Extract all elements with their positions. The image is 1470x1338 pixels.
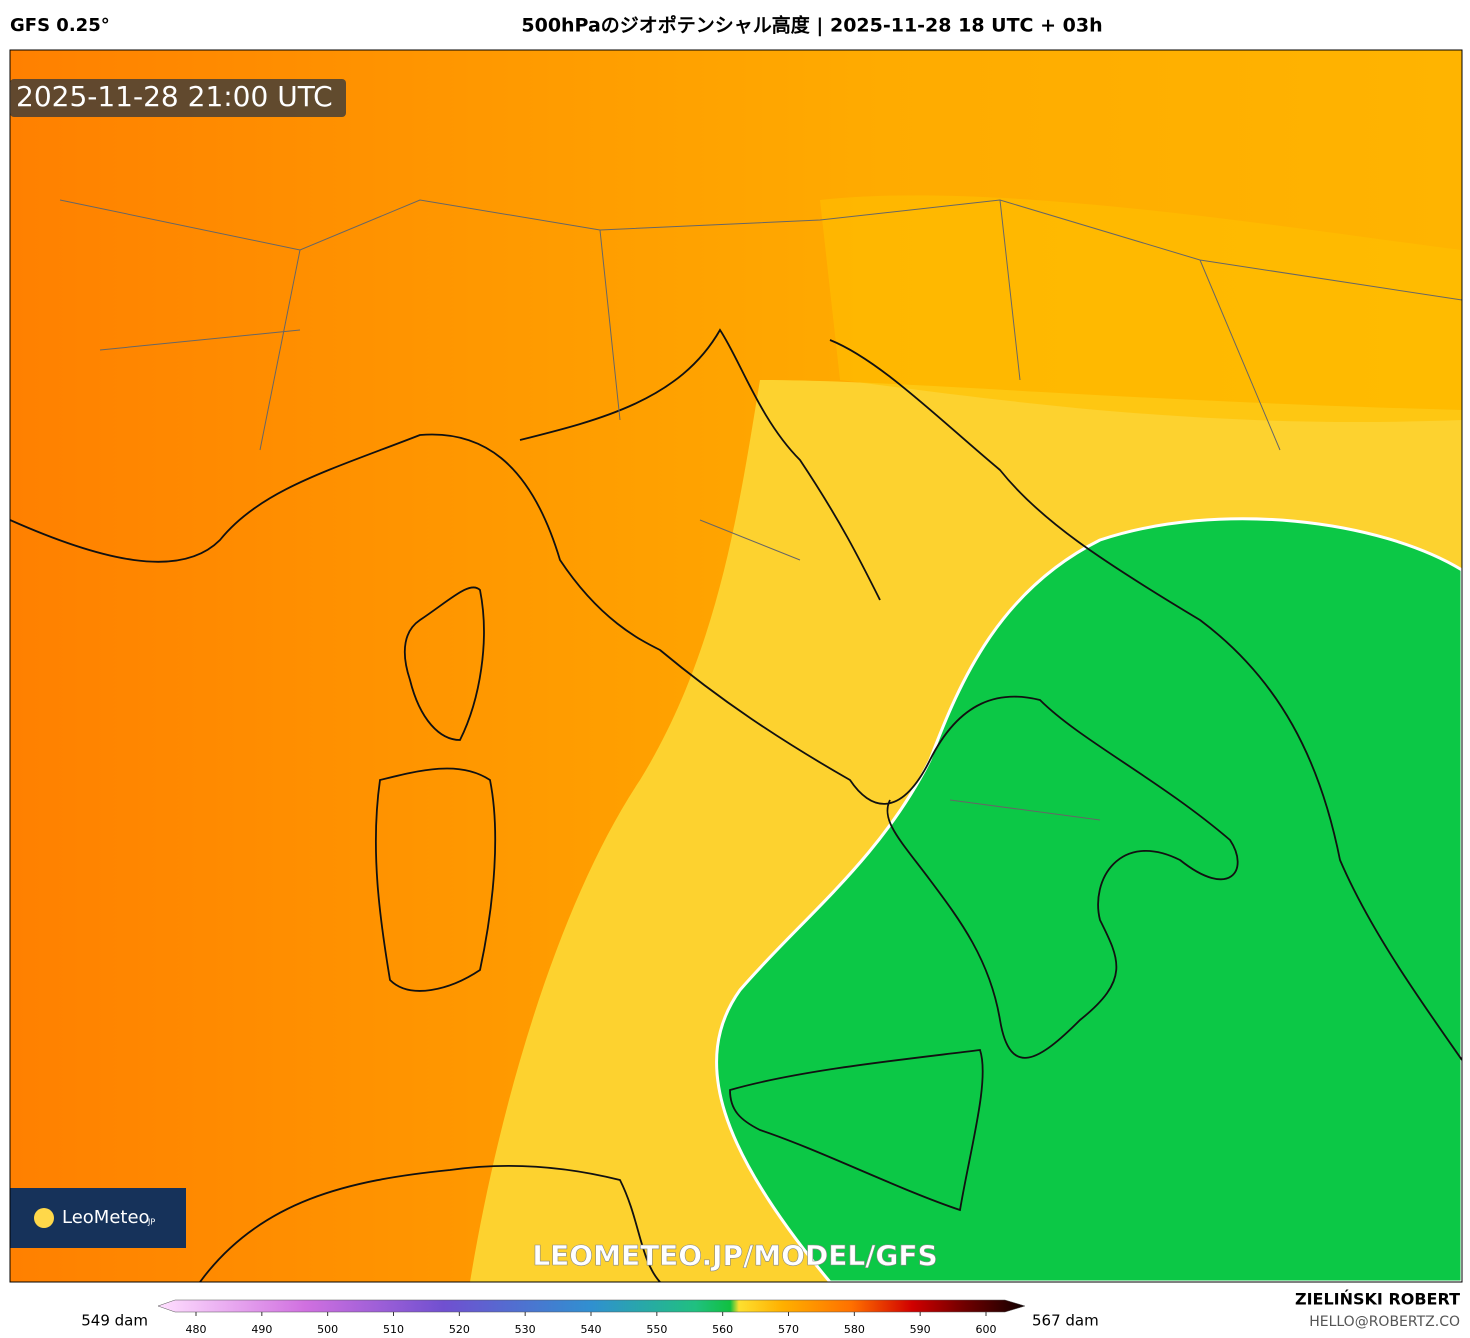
map-title: 500hPaのジオポテンシャル高度 | 2025-11-28 18 UTC + … [521, 14, 1102, 37]
colorbar-max-label: 567 dam [1032, 1312, 1099, 1330]
logo-text: LeoMeteo [62, 1207, 150, 1228]
colorbar-tick-label: 500 [317, 1323, 338, 1336]
coastline-mainland [10, 433, 1239, 1059]
timestamp: 2025-11-28 21:00 UTC [16, 80, 333, 113]
field-light-orange [820, 195, 1462, 422]
author: ZIELIŃSKI ROBERT [1295, 1290, 1460, 1309]
sicily [729, 1049, 984, 1212]
colorbar-tick-label: 480 [186, 1323, 207, 1336]
logo-sun [34, 1208, 54, 1228]
colorbar-tick-label: 580 [844, 1323, 865, 1336]
sardinia [374, 767, 497, 992]
map-frame [9, 49, 1463, 1283]
model-label: GFS 0.25° [10, 15, 110, 36]
colorbar-tick-label: 600 [976, 1323, 997, 1336]
colorbar-tick-label: 520 [449, 1323, 470, 1336]
coastline-balkan [829, 339, 1462, 1061]
watermark: LEOMETEO.JP/MODEL/GFS [532, 1239, 937, 1272]
colorbar-tick-label: 510 [383, 1323, 404, 1336]
colorbar-bar [157, 1299, 1026, 1313]
map: LeoMeteo JP LEOMETEO.JP/MODEL/GFS [10, 50, 1462, 1282]
coastline-adriatic [519, 328, 881, 601]
logo-suffix: JP [147, 1218, 155, 1227]
email: HELLO@ROBERTZ.CO [1309, 1314, 1460, 1330]
colorbar-tick-label: 550 [646, 1323, 667, 1336]
coastline-africa [199, 1164, 661, 1282]
borders [59, 199, 1462, 821]
colorbar-tick-label: 590 [910, 1323, 931, 1336]
colorbar-tick-label: 540 [581, 1323, 602, 1336]
colorbar-tick-label: 570 [778, 1323, 799, 1336]
corsica [403, 586, 485, 741]
colorbar-tick-label: 530 [515, 1323, 536, 1336]
colorbar: 549 dam 567 dam 480 490 500 510 520 530 540 550… [81, 1299, 1099, 1336]
colorbar-min-label: 549 dam [81, 1312, 148, 1330]
timestamp-box [10, 79, 346, 117]
colorbar-tick-label: 560 [712, 1323, 733, 1336]
colorbar-tick-label: 490 [251, 1323, 272, 1336]
